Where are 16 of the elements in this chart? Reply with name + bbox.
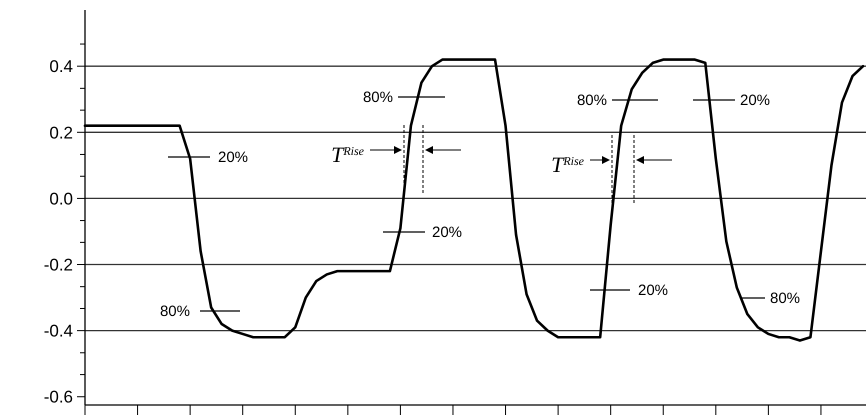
y-tick-label: -0.6 [44, 388, 73, 407]
y-tick-label: -0.4 [44, 322, 73, 341]
y-tick-label: 0.2 [49, 123, 73, 142]
annotation: T$^{Rise}$ [331, 142, 365, 167]
annotation: 80% [770, 290, 800, 307]
annotation: T$^{Rise}$ [551, 152, 585, 177]
annotation: 20% [638, 282, 668, 299]
annotation: 80% [576, 92, 607, 109]
y-tick-label: -0.2 [44, 255, 73, 274]
y-tick-label: 0.4 [49, 57, 73, 76]
annotation: 20% [432, 224, 462, 241]
annotation: 80% [362, 89, 393, 106]
y-tick-label: 0.0 [49, 189, 73, 208]
annotation: 80% [160, 303, 190, 320]
annotation: 20% [740, 92, 770, 109]
annotation: 20% [218, 149, 248, 166]
